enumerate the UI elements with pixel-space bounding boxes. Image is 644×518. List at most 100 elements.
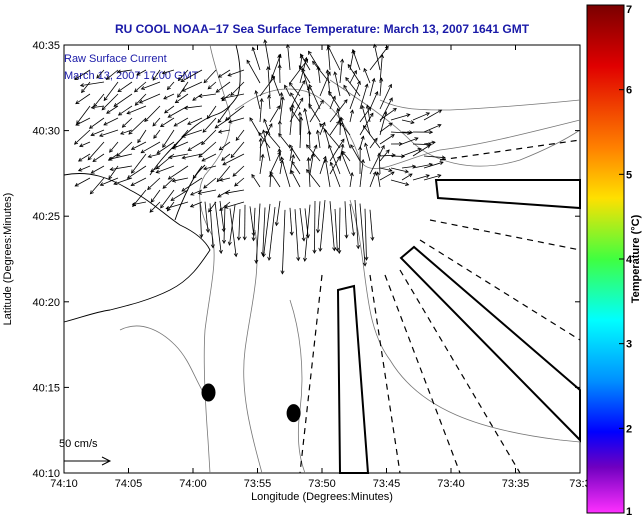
current-vector xyxy=(379,53,385,84)
current-vector xyxy=(222,153,245,166)
current-vector xyxy=(263,39,271,71)
current-vector xyxy=(289,104,295,136)
current-vector xyxy=(126,105,147,115)
current-vector xyxy=(173,129,189,149)
current-vector xyxy=(224,189,245,195)
current-vector xyxy=(329,138,345,162)
current-vector xyxy=(236,209,241,241)
current-vector xyxy=(277,63,282,84)
current-vector xyxy=(159,117,175,127)
current-vector xyxy=(339,116,351,149)
current-vector xyxy=(390,179,410,186)
current-vector xyxy=(214,201,223,255)
x-tick-label: 73:40 xyxy=(437,478,465,490)
current-vector xyxy=(343,84,351,97)
current-vector xyxy=(227,69,245,77)
plot-area xyxy=(63,44,581,474)
current-vector xyxy=(218,141,231,151)
current-vector xyxy=(329,155,341,175)
current-vector xyxy=(133,81,147,93)
current-vector xyxy=(362,125,381,149)
current-vector xyxy=(349,80,361,110)
current-vector xyxy=(190,189,203,196)
current-vector xyxy=(259,97,264,123)
current-vector xyxy=(269,151,281,175)
current-vector xyxy=(246,59,261,84)
current-vector xyxy=(152,117,161,127)
current-vector xyxy=(412,162,434,169)
current-vector xyxy=(261,129,271,162)
y-tick-label: 40:15 xyxy=(32,382,60,394)
current-vector xyxy=(230,81,245,96)
current-vector xyxy=(359,83,369,110)
current-vector xyxy=(88,117,105,129)
current-vector xyxy=(412,174,430,181)
current-vector xyxy=(308,103,321,123)
current-vector xyxy=(299,116,304,149)
current-vector xyxy=(423,109,443,121)
current-vector xyxy=(369,91,379,110)
current-vector xyxy=(251,207,256,242)
scale-arrow xyxy=(64,456,112,466)
current-vector xyxy=(298,65,311,84)
current-vector xyxy=(401,137,419,145)
current-vector xyxy=(316,65,321,84)
current-vector xyxy=(390,113,411,121)
current-vector xyxy=(152,69,161,81)
current-vector xyxy=(224,105,245,121)
current-vector xyxy=(140,141,161,154)
current-vector xyxy=(198,141,217,158)
current-vector xyxy=(81,81,91,94)
current-vector xyxy=(220,93,245,101)
solid-transects xyxy=(336,179,581,474)
current-vector xyxy=(138,93,161,104)
current-vector xyxy=(202,117,217,133)
current-vector xyxy=(128,117,147,135)
current-vector xyxy=(116,69,133,74)
current-vector xyxy=(303,204,311,262)
current-vector xyxy=(412,112,431,121)
y-tick-label: 40:10 xyxy=(32,468,60,480)
current-vector xyxy=(290,169,301,188)
current-vector xyxy=(156,141,175,154)
y-tick-label: 40:25 xyxy=(32,211,60,223)
current-vector xyxy=(90,129,105,137)
current-vector xyxy=(181,153,203,160)
current-vector xyxy=(113,93,133,107)
current-vector xyxy=(266,65,271,97)
current-vector xyxy=(251,46,261,71)
current-vector xyxy=(306,156,311,188)
current-vector xyxy=(307,130,312,149)
current-vector xyxy=(369,137,378,149)
current-vector xyxy=(222,205,227,245)
current-vector xyxy=(130,141,147,150)
current-vector xyxy=(92,153,105,162)
current-vector xyxy=(379,122,393,133)
current-vector xyxy=(230,141,245,159)
current-vector xyxy=(349,171,354,188)
current-vector xyxy=(197,189,217,195)
current-vector xyxy=(173,117,189,127)
current-vector xyxy=(204,201,210,234)
current-vector xyxy=(234,177,245,187)
x-tick-label: 73:3 xyxy=(569,478,590,490)
current-vector xyxy=(74,177,91,187)
current-vector xyxy=(93,93,105,108)
current-vector xyxy=(312,200,317,254)
x-axis-label: Longitude (Degrees:Minutes) xyxy=(251,491,393,503)
current-vector xyxy=(96,69,105,79)
current-vector xyxy=(288,82,301,97)
current-vector xyxy=(319,121,326,136)
current-vector xyxy=(309,152,315,175)
current-vector xyxy=(401,173,413,181)
current-vector xyxy=(259,153,265,175)
current-vector xyxy=(163,93,175,100)
current-vector xyxy=(258,137,263,162)
current-vector xyxy=(103,81,119,102)
current-vector xyxy=(351,49,361,71)
current-vector xyxy=(259,76,276,97)
current-vector xyxy=(144,105,161,122)
current-vector xyxy=(363,67,371,84)
current-vector xyxy=(199,202,204,239)
current-vector xyxy=(103,117,119,126)
